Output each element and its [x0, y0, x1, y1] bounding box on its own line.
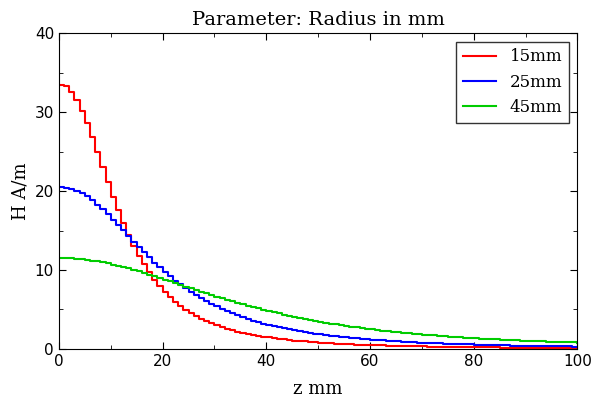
- 15mm: [444, 344, 452, 349]
- 45mm: [294, 315, 301, 320]
- 25mm: [294, 329, 301, 334]
- 25mm: [55, 185, 63, 190]
- 45mm: [367, 327, 374, 332]
- 45mm: [444, 334, 452, 339]
- Line: 15mm: 15mm: [59, 85, 578, 348]
- 25mm: [444, 342, 452, 346]
- 45mm: [185, 286, 192, 291]
- 15mm: [294, 339, 301, 344]
- 15mm: [418, 344, 426, 349]
- 25mm: [185, 289, 192, 294]
- 45mm: [574, 340, 581, 345]
- 45mm: [418, 332, 426, 337]
- Line: 45mm: 45mm: [59, 258, 578, 343]
- Y-axis label: H A/m: H A/m: [11, 162, 29, 220]
- 25mm: [92, 202, 99, 207]
- Legend: 15mm, 25mm, 45mm: 15mm, 25mm, 45mm: [456, 42, 569, 123]
- 15mm: [185, 310, 192, 315]
- Line: 25mm: 25mm: [59, 187, 578, 346]
- 45mm: [92, 259, 99, 264]
- 45mm: [55, 256, 63, 261]
- 25mm: [367, 337, 374, 342]
- 15mm: [574, 346, 581, 351]
- X-axis label: z mm: z mm: [294, 380, 343, 398]
- 15mm: [92, 150, 99, 155]
- 15mm: [55, 82, 63, 87]
- Title: Parameter: Radius in mm: Parameter: Radius in mm: [192, 11, 444, 29]
- 25mm: [418, 340, 426, 345]
- 25mm: [574, 344, 581, 349]
- 15mm: [367, 343, 374, 348]
